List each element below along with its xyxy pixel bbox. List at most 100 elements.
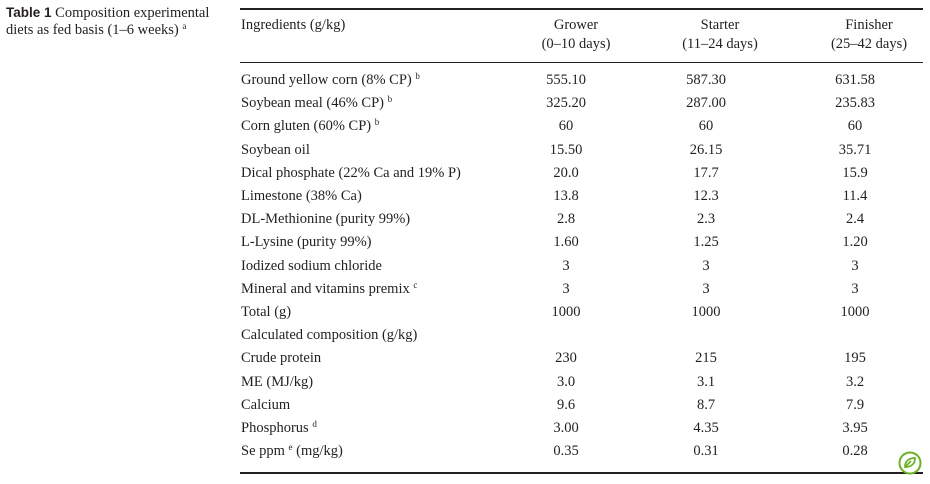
row-label: Total (g) (241, 304, 291, 321)
table-row: Mineral and vitamins premix c 3 3 3 (241, 279, 921, 304)
row-label-text: Limestone (38% Ca) (241, 188, 362, 204)
value-cell: 0.31 (693, 443, 719, 460)
value-cell: 11.4 (842, 188, 868, 204)
row-label-text: Iodized sodium chloride (241, 257, 382, 274)
footnote-marker: e (288, 442, 293, 453)
value-cell: 7.9 (845, 396, 865, 413)
row-label: Iodized sodium chloride (241, 258, 382, 275)
table-row: Crude protein 230 215 195 (241, 350, 921, 373)
table-row: Total (g) 1000 1000 1000 (241, 304, 921, 327)
value-cell: 2.4 (845, 211, 865, 228)
value-cell: 1.25 (693, 234, 719, 251)
value-cell: 4.35 (693, 420, 719, 436)
table-row: Calcium 9.6 8.7 7.9 (241, 397, 921, 420)
table-row: Corn gluten (60% CP) b 60 60 60 (241, 118, 921, 141)
row-label-text: Ground yellow corn (8% CP) (241, 72, 412, 88)
table-row: DL-Methionine (purity 99%) 2.8 2.3 2.4 (241, 211, 921, 234)
header-starter-period: (11–24 days) (682, 36, 758, 52)
row-label: Mineral and vitamins premix c (241, 279, 418, 298)
header-finisher: Finisher (25–42 days) (809, 16, 929, 54)
row-label-text: Total (g) (241, 304, 292, 320)
row-label: Dical phosphate (22% Ca and 19% P) (241, 165, 461, 182)
value-cell: 631.58 (835, 72, 875, 88)
table-top-rule (240, 8, 923, 10)
table-row: Ground yellow corn (8% CP) b 555.10 587.30… (241, 72, 921, 95)
value-cell: 195 (844, 350, 866, 367)
row-label-text: Phosphorus (241, 420, 309, 436)
footnote-marker: b (374, 117, 380, 128)
row-label: Phosphorus d (241, 420, 317, 437)
value-cell: 35.71 (838, 141, 872, 158)
row-label: Ground yellow corn (8% CP) b (241, 72, 420, 89)
table-row: Phosphorus d 3.00 4.35 3.95 (241, 420, 921, 443)
table-bottom-rule (240, 472, 923, 474)
table-row: Soybean meal (46% CP) b 325.20 287.00 235.8… (241, 95, 921, 118)
value-cell: 230 (555, 350, 577, 367)
row-label: Crude protein (241, 350, 321, 367)
leaf-badge-icon (898, 451, 922, 475)
row-label-text: Crude protein (241, 350, 322, 367)
value-cell: 3 (562, 257, 570, 274)
row-label-text: Soybean meal (46% CP) (241, 95, 384, 112)
value-cell: 60 (558, 118, 574, 135)
table-row: Dical phosphate (22% Ca and 19% P) 20.0 17… (241, 165, 921, 188)
footnote-marker: d (312, 419, 317, 429)
header-grower: Grower (0–10 days) (516, 16, 636, 54)
table-title: Composition experimental diets as fed ba… (6, 5, 210, 38)
table-row: Limestone (38% Ca) 13.8 12.3 11.4 (241, 188, 921, 211)
value-cell: 215 (695, 350, 717, 367)
value-cell: 3.0 (556, 373, 576, 390)
table-caption: Table 1 Composition experimental diets a… (6, 4, 221, 39)
row-label-text: ME (MJ/kg) (241, 373, 314, 390)
table-row: Calculated composition (g/kg) (241, 327, 921, 350)
value-cell: 2.8 (556, 211, 576, 228)
row-label: ME (MJ/kg) (241, 374, 313, 391)
footnote-marker: b (415, 71, 420, 81)
value-cell: 3.2 (845, 373, 865, 390)
table-row: L-Lysine (purity 99%) 1.60 1.25 1.20 (241, 234, 921, 257)
value-cell: 0.35 (553, 443, 579, 460)
row-label: Calcium (241, 397, 290, 414)
value-cell: 60 (847, 118, 863, 135)
value-cell: 3 (851, 280, 859, 297)
value-cell: 15.50 (549, 141, 583, 158)
value-cell: 8.7 (696, 396, 716, 413)
header-grower-name: Grower (553, 17, 599, 33)
header-starter: Starter (11–24 days) (660, 16, 780, 54)
value-cell: 2.3 (696, 211, 716, 228)
value-cell: 3 (562, 280, 570, 297)
row-label: Corn gluten (60% CP) b (241, 118, 379, 135)
table-row: Se ppm e (mg/kg) 0.35 0.31 0.28 (241, 443, 921, 466)
header-grower-period: (0–10 days) (541, 36, 611, 52)
header-starter-name: Starter (700, 17, 740, 33)
value-cell: 13.8 (553, 188, 579, 204)
table-label: Table 1 (6, 5, 52, 20)
row-label-suffix: (mg/kg) (296, 443, 343, 460)
row-label: DL-Methionine (purity 99%) (241, 211, 410, 228)
table-row: Iodized sodium chloride 3 3 3 (241, 258, 921, 281)
caption-footnote-marker: a (182, 21, 187, 31)
row-label: Soybean oil (241, 142, 310, 159)
value-cell: 587.30 (686, 72, 726, 88)
value-cell: 15.9 (842, 164, 868, 181)
row-label: L-Lysine (purity 99%) (241, 234, 371, 251)
table-header-rule (240, 62, 923, 63)
row-label-text: Corn gluten (60% CP) (241, 118, 372, 135)
value-cell: 3.95 (842, 420, 868, 436)
value-cell: 555.10 (546, 72, 586, 88)
value-cell: 235.83 (835, 95, 875, 112)
row-label-text: Calculated composition (g/kg) (241, 327, 418, 344)
value-cell: 287.00 (686, 95, 726, 112)
value-cell: 1.20 (842, 234, 868, 251)
value-cell: 3 (702, 280, 710, 297)
header-finisher-period: (25–42 days) (830, 36, 908, 52)
value-cell: 3 (851, 257, 859, 274)
value-cell: 1000 (691, 304, 721, 320)
value-cell: 3 (702, 257, 710, 274)
value-cell: 3.00 (553, 420, 579, 436)
value-cell: 26.15 (689, 141, 723, 158)
value-cell: 20.0 (553, 164, 579, 181)
value-cell: 0.28 (842, 443, 868, 460)
row-label-text: Soybean oil (241, 141, 310, 158)
footnote-marker: c (413, 279, 418, 290)
